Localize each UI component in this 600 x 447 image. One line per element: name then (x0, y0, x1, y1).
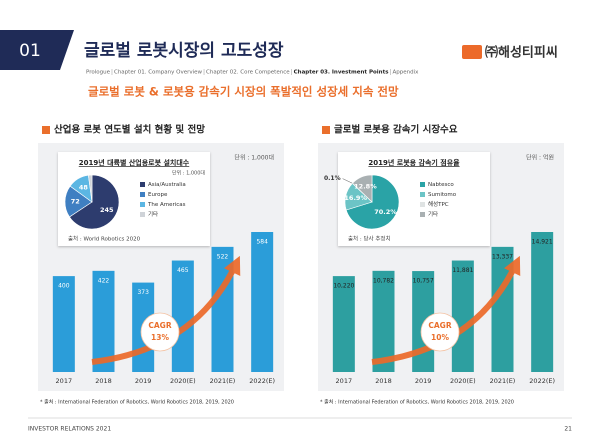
bar (52, 276, 75, 372)
bar-value-label: 400 (58, 283, 70, 290)
bar-value-label: 422 (98, 277, 110, 284)
inset-unit: 단위 : 1,000대 (172, 170, 205, 177)
trend-arrow (91, 255, 241, 365)
bar (211, 246, 234, 372)
bar (332, 276, 355, 372)
bar (491, 246, 514, 372)
pie-slice (352, 174, 373, 203)
inset-source: 출처 : World Robotics 2020 (68, 235, 141, 243)
pie-label: 0.1% (324, 175, 341, 182)
legend-label: Sumitomo (428, 192, 457, 198)
bar-value-label: 10,782 (373, 277, 394, 284)
cagr-label: CAGR (428, 321, 451, 330)
legend-label: 기타 (428, 210, 438, 218)
breadcrumb-item: Chapter 02. Core Competence (206, 70, 290, 76)
bar (251, 232, 274, 372)
pie-slice (88, 174, 93, 203)
pie-label: 12.8% (354, 183, 377, 191)
bar-value-label: 13,337 (492, 253, 513, 260)
x-tick-label: 2020(E) (170, 377, 196, 385)
pie-label: 16.9% (344, 194, 367, 202)
trend-arrow (371, 255, 521, 365)
bar (451, 260, 474, 372)
cagr-badge (420, 312, 460, 352)
bar (372, 270, 395, 372)
bar-value-label: 522 (217, 253, 229, 260)
cagr-value: 10% (431, 333, 449, 342)
heading-icon (322, 126, 330, 134)
pie-label: 70.2% (374, 208, 397, 216)
legend-swatch (420, 212, 425, 217)
legend-swatch (420, 192, 425, 197)
legend-swatch (420, 182, 425, 187)
legend-swatch (140, 202, 145, 207)
panel-heading: 글로벌 로봇용 감속기 시장수요 (334, 124, 458, 136)
pie-label: 245 (100, 206, 114, 214)
legend-swatch (140, 212, 145, 217)
x-tick-label: 2019 (135, 377, 152, 385)
x-tick-label: 2022(E) (529, 377, 555, 385)
section-number: 01 (19, 41, 41, 61)
bar-value-label: 11,881 (452, 267, 473, 274)
bar-value-label: 584 (256, 239, 268, 246)
pie-label: 48 (79, 184, 89, 192)
bar (92, 270, 115, 372)
x-tick-label: 2022(E) (249, 377, 275, 385)
section-band (0, 30, 74, 70)
logo-icon (462, 45, 482, 59)
pie-slice (69, 174, 120, 230)
footnote: * 출처 : International Federation of Robot… (320, 399, 514, 406)
breadcrumb: Prologue Chapter 01. Company Overview Chap… (86, 69, 419, 76)
unit-label: 단위 : 1,000대 (234, 154, 274, 162)
legend-label: The Americas (147, 202, 186, 208)
legend-label: Europe (148, 192, 168, 198)
legend-swatch (140, 182, 145, 187)
x-tick-label: 2021(E) (490, 377, 516, 385)
legend-label: Nabtesco (428, 182, 454, 188)
leader-line (342, 178, 353, 184)
breadcrumb-item: Chapter 03. Investment Points (294, 70, 390, 76)
bar-value-label: 465 (177, 267, 189, 274)
legend-swatch (140, 192, 145, 197)
panel-heading: 산업용 로봇 연도별 설치 현황 및 전망 (54, 124, 205, 136)
x-tick-label: 2018 (375, 377, 392, 385)
breadcrumb-item: Prologue (86, 70, 111, 76)
x-tick-label: 2017 (56, 377, 73, 385)
legend-label: Asia/Australia (148, 182, 186, 188)
bar (531, 232, 554, 372)
legend-swatch (420, 202, 425, 207)
x-tick-label: 2020(E) (450, 377, 476, 385)
bar-value-label: 10,220 (333, 283, 354, 290)
unit-label: 단위 : 억원 (526, 154, 554, 162)
x-tick-label: 2017 (336, 377, 353, 385)
breadcrumb-item: Chapter 01. Company Overview (114, 70, 203, 76)
legend-label: 해성TPC (428, 200, 449, 208)
pie-slice (345, 174, 400, 230)
cagr-label: CAGR (148, 321, 171, 330)
legend-label: 기타 (148, 210, 158, 218)
breadcrumb-item: Appendix (392, 70, 419, 76)
bar-value-label: 14,921 (532, 239, 553, 246)
subtitle: 글로벌 로봇 & 로봇용 감속기 시장의 폭발적인 성장세 지속 전망 (88, 85, 399, 99)
x-tick-label: 2021(E) (210, 377, 236, 385)
page-number: 21 (564, 426, 572, 433)
cagr-badge (140, 312, 180, 352)
cagr-value: 13% (151, 333, 169, 342)
bar-value-label: 373 (137, 289, 149, 296)
footer-text: INVESTOR RELATIONS 2021 (28, 426, 111, 433)
footnote: * 출처 : International Federation of Robot… (40, 399, 234, 406)
bar (171, 260, 194, 372)
pie-label: 72 (71, 198, 80, 206)
x-tick-label: 2019 (415, 377, 432, 385)
bar-value-label: 10,757 (413, 278, 434, 285)
x-tick-label: 2018 (95, 377, 112, 385)
logo: ㈜해성티피씨 (485, 45, 558, 61)
inset-title: 2019년 로봇용 감속기 점유율 (368, 158, 460, 167)
inset-title: 2019년 대륙별 산업용로봇 설치대수 (79, 158, 190, 167)
inset-source: 출처 : 당사 추정치 (348, 235, 391, 243)
page-title: 글로벌 로봇시장의 고도성장 (84, 41, 284, 61)
heading-icon (42, 126, 50, 134)
